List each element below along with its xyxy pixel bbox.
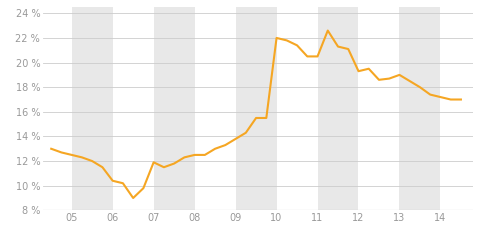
Bar <box>400 7 440 210</box>
Bar <box>236 7 277 210</box>
Bar <box>317 7 358 210</box>
Bar <box>72 7 113 210</box>
Bar <box>153 7 195 210</box>
